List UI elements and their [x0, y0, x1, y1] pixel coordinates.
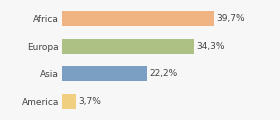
Bar: [62, 11, 214, 26]
Text: 3,7%: 3,7%: [78, 97, 101, 106]
Text: 22,2%: 22,2%: [150, 69, 178, 78]
Bar: [62, 94, 76, 109]
Bar: [62, 66, 147, 81]
Text: 39,7%: 39,7%: [217, 14, 245, 23]
Bar: [62, 39, 194, 54]
Text: 34,3%: 34,3%: [196, 42, 225, 51]
